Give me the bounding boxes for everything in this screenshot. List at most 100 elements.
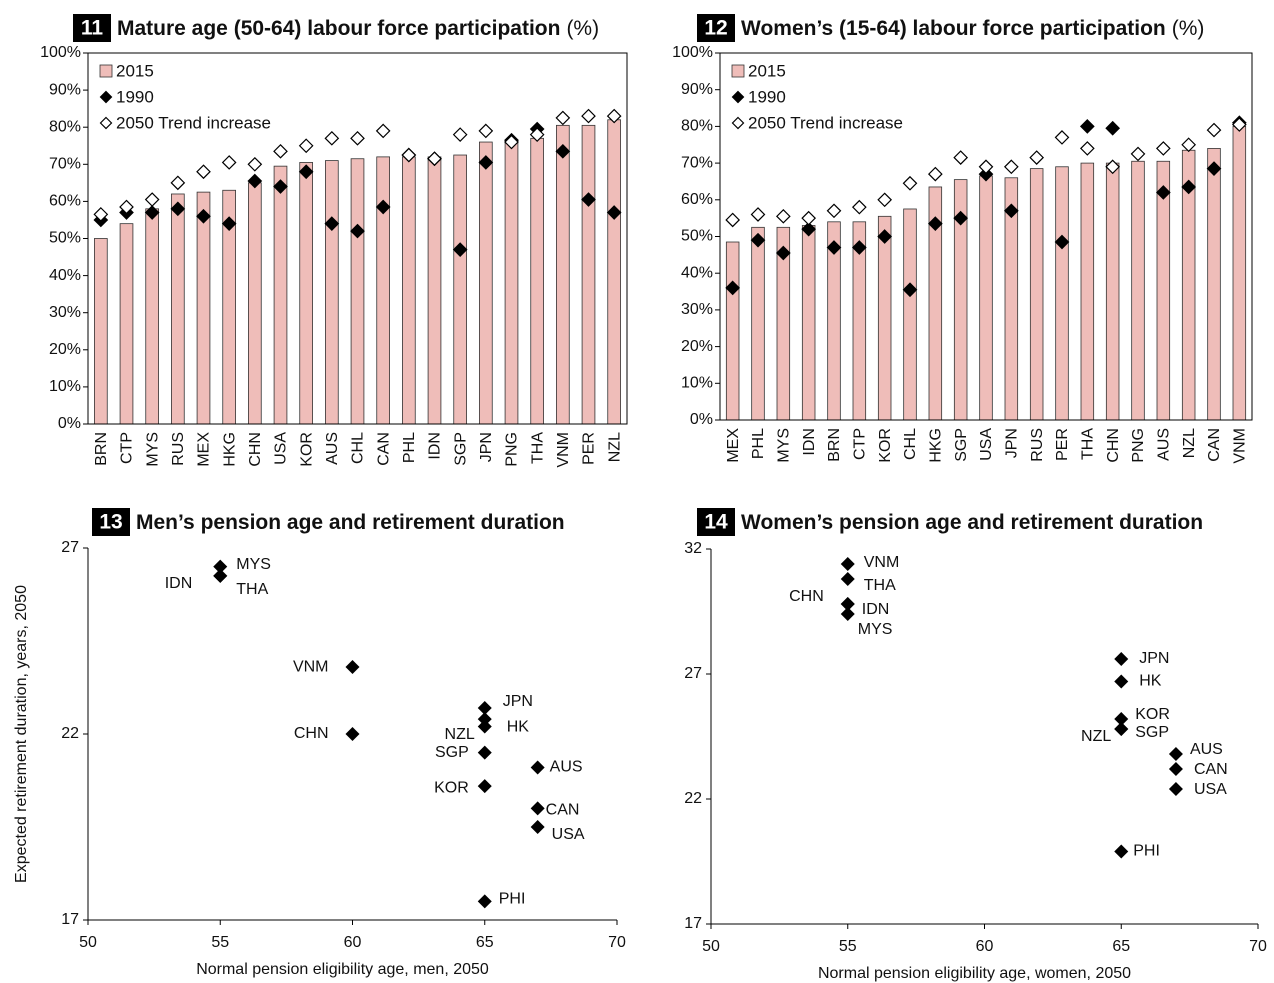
y-tick-label: 60% — [49, 193, 81, 210]
x-tick-label: RUS — [1029, 428, 1046, 462]
x-tick-label: 70 — [608, 934, 626, 951]
point-label: JPN — [503, 693, 533, 710]
point-label: PHI — [499, 891, 526, 908]
title-badge — [92, 508, 130, 536]
diamond-marker — [851, 240, 867, 255]
diamond-marker — [504, 134, 519, 150]
plot-frame — [87, 52, 628, 425]
diamond-marker — [1054, 234, 1070, 250]
point-label: IDN — [165, 575, 193, 592]
bar — [1105, 162, 1120, 421]
diamond-marker — [1105, 159, 1121, 175]
point-label: SGP — [435, 744, 469, 761]
y-tick-label: 70% — [681, 154, 713, 171]
diamond-marker — [877, 192, 893, 208]
diamond-marker — [1181, 137, 1197, 153]
x-tick-label: THA — [1080, 428, 1097, 460]
diamond-marker — [902, 175, 918, 191]
bar — [903, 208, 917, 421]
diamond-marker — [1054, 130, 1070, 145]
legend-swatch — [731, 64, 745, 78]
x-tick-label: 50 — [702, 938, 720, 955]
diamond-marker — [452, 127, 468, 142]
x-tick-label: USA — [273, 432, 290, 465]
bar — [479, 141, 493, 425]
legend-marker — [99, 90, 113, 104]
x-tick-label: NZL — [606, 432, 623, 462]
x-tick-label: MEX — [725, 428, 742, 463]
y-tick-label: 30% — [49, 304, 81, 321]
point — [477, 745, 492, 760]
bar — [801, 225, 816, 421]
y-tick-label: 30% — [681, 301, 713, 318]
title-number: 13 — [99, 511, 122, 534]
bar — [725, 241, 740, 421]
point-label: JPN — [1139, 650, 1169, 667]
diamond-marker — [1181, 179, 1197, 195]
legend-swatch — [99, 64, 113, 78]
bar — [376, 156, 390, 425]
point — [1168, 782, 1183, 796]
bar — [1232, 126, 1247, 421]
point — [477, 700, 492, 715]
title-number: 11 — [81, 17, 104, 40]
x-tick-label: JPN — [1004, 428, 1021, 458]
diamond-marker — [196, 164, 211, 180]
bar — [427, 156, 442, 425]
bar — [145, 208, 159, 425]
x-tick-label: SGP — [953, 428, 970, 462]
diamond-marker — [1003, 159, 1019, 175]
point — [530, 760, 545, 775]
x-tick-label: KOR — [298, 432, 315, 467]
diamond-marker — [775, 208, 791, 224]
bar — [751, 226, 765, 421]
diamond-marker — [273, 179, 288, 194]
point — [1168, 747, 1183, 761]
y-tick-label: 20% — [681, 338, 713, 355]
point — [345, 660, 360, 675]
diamond-marker — [298, 138, 314, 154]
x-tick-label: AUS — [324, 432, 341, 465]
legend-label: 2050 Trend increase — [748, 113, 903, 132]
diamond-marker — [324, 130, 340, 146]
x-tick-label: 55 — [211, 934, 229, 951]
x-tick-label: CHN — [1105, 428, 1122, 463]
x-tick-label: BRN — [826, 428, 843, 462]
x-axis-label: Normal pension eligibility age, women, 2… — [818, 965, 1131, 982]
x-tick-label: 60 — [976, 938, 994, 955]
diamond-marker — [1130, 146, 1146, 162]
point-label: VNM — [293, 658, 329, 675]
y-tick-label: 17 — [61, 911, 79, 928]
point — [1168, 762, 1183, 776]
diamond-marker — [1155, 141, 1171, 156]
bar — [453, 154, 467, 425]
legend-label: 2050 Trend increase — [116, 113, 271, 132]
diamond-marker — [1231, 117, 1247, 132]
diamond-marker — [221, 216, 237, 232]
diamond-marker — [851, 199, 867, 215]
chart-title: Men’s pension age and retirement duratio… — [136, 511, 565, 534]
bar — [350, 158, 365, 425]
legend-label: 1990 — [748, 87, 786, 106]
point-label: HK — [1139, 673, 1162, 690]
diamond-marker — [350, 223, 365, 239]
chart-title: Mature age (50-64) labour force particip… — [117, 17, 599, 40]
x-tick-label: HKG — [928, 428, 945, 463]
diamond-marker — [478, 155, 494, 170]
point — [840, 607, 855, 621]
y-tick-label: 100% — [40, 44, 81, 61]
point-label: CHN — [789, 588, 824, 605]
diamond-marker — [725, 212, 741, 228]
title-text: Mature age (50-64) labour force particip… — [117, 17, 560, 40]
legend-label: 1990 — [116, 87, 154, 106]
plot-frame — [719, 52, 1253, 421]
y-tick-label: 70% — [49, 156, 81, 173]
x-tick-label: RUS — [170, 432, 187, 466]
legend-label: 2015 — [748, 61, 786, 80]
y-tick-label: 40% — [49, 267, 81, 284]
bar — [1156, 160, 1171, 421]
diamond-marker — [529, 127, 545, 142]
x-tick-label: SGP — [452, 432, 469, 466]
diamond-marker — [826, 203, 842, 219]
bar — [402, 156, 416, 425]
